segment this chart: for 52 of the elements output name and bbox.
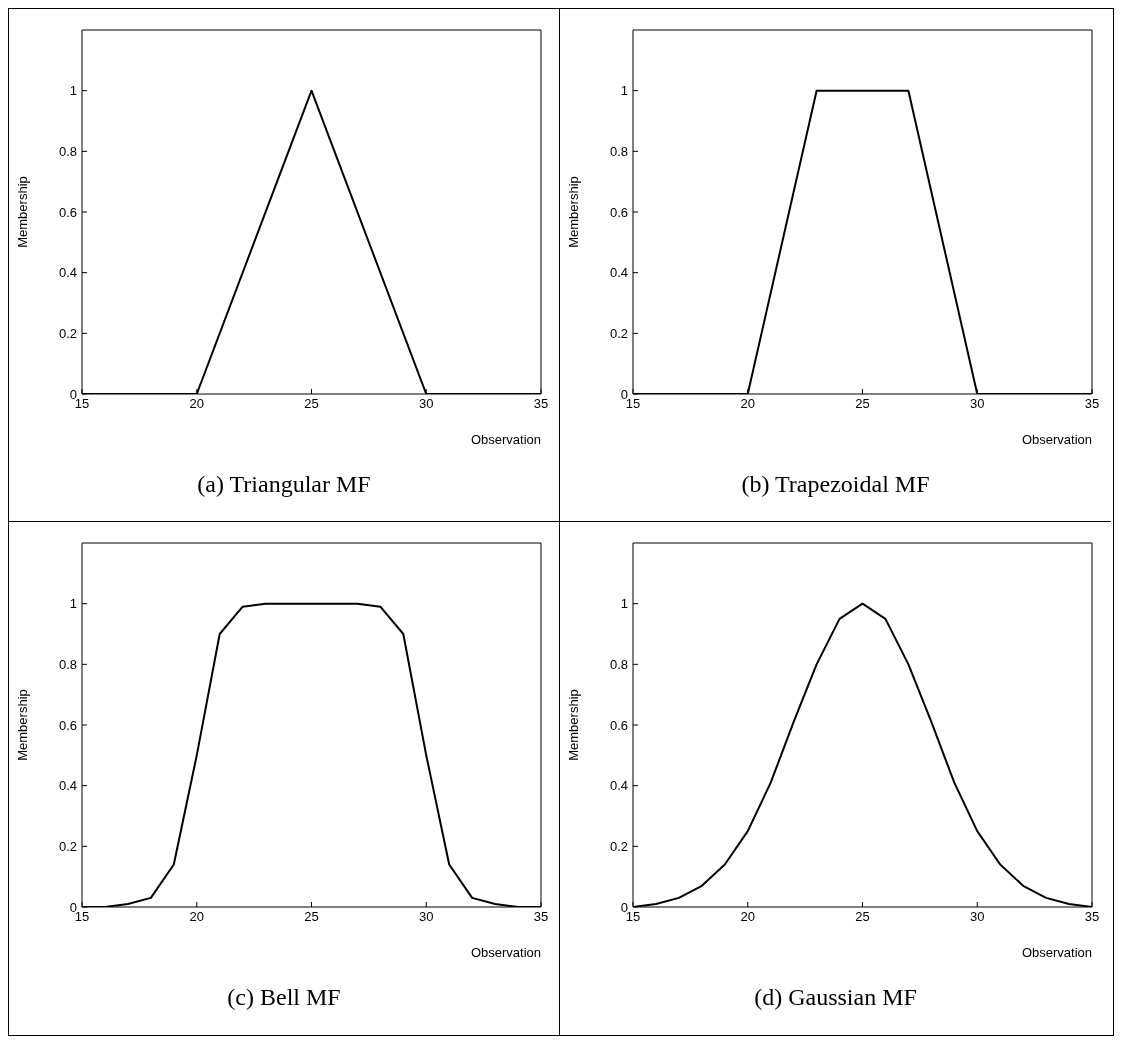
x-axis-title: Observation [470, 945, 541, 960]
y-tick-label: 1 [69, 83, 77, 99]
y-tick-label: 0.4 [609, 265, 628, 281]
y-tick-label: 0.8 [58, 656, 77, 672]
x-tick-label: 20 [740, 396, 755, 412]
y-tick-label: 0.4 [609, 778, 628, 794]
y-tick-label: 0.2 [609, 325, 628, 341]
y-tick-label: 0.2 [58, 325, 77, 341]
y-tick-label: 0.4 [58, 265, 77, 281]
x-tick-label: 30 [970, 396, 985, 412]
x-tick-label: 25 [855, 909, 870, 925]
y-axis-title: Membership [14, 176, 30, 248]
y-axis-title: Membership [565, 176, 581, 248]
y-tick-label: 1 [620, 83, 628, 99]
x-tick-label: 25 [855, 396, 870, 412]
y-tick-label: 0.2 [58, 838, 77, 854]
x-tick-label: 25 [303, 396, 319, 412]
y-tick-label: 0.6 [58, 717, 77, 733]
x-axis-title: Observation [1021, 432, 1092, 447]
x-tick-label: 25 [303, 909, 319, 925]
y-tick-label: 0 [620, 386, 628, 402]
x-tick-label: 30 [418, 909, 433, 925]
y-tick-label: 1 [620, 596, 628, 612]
y-tick-label: 0.2 [609, 838, 628, 854]
y-tick-label: 0.8 [609, 143, 628, 159]
x-tick-label: 35 [533, 396, 548, 412]
x-axis-title: Observation [470, 432, 541, 447]
text: (b) Trapezoidal MF [741, 471, 930, 498]
y-tick-label: 0.6 [609, 204, 628, 220]
text: (d) Gaussian MF [754, 984, 917, 1011]
y-tick-label: 0 [620, 899, 628, 915]
x-tick-label: 35 [1084, 396, 1100, 412]
y-tick-label: 0.4 [58, 778, 77, 794]
y-tick-label: 0.8 [58, 143, 77, 159]
text: (a) Triangular MF [197, 471, 371, 498]
x-tick-label: 35 [1084, 909, 1100, 925]
x-axis-title: Observation [1021, 945, 1092, 960]
y-axis-title: Membership [565, 689, 581, 761]
x-tick-label: 20 [189, 396, 204, 412]
text: (c) Bell MF [227, 984, 341, 1011]
x-tick-label: 30 [418, 396, 433, 412]
y-tick-label: 0.8 [609, 656, 628, 672]
x-tick-label: 35 [533, 909, 548, 925]
y-tick-label: 0.6 [58, 204, 77, 220]
y-tick-label: 0 [69, 899, 77, 915]
y-axis-title: Membership [14, 689, 30, 761]
y-tick-label: 0.6 [609, 717, 628, 733]
x-tick-label: 20 [740, 909, 755, 925]
x-tick-label: 30 [970, 909, 985, 925]
x-tick-label: 20 [189, 909, 204, 925]
y-tick-label: 1 [69, 596, 77, 612]
y-tick-label: 0 [69, 386, 77, 402]
